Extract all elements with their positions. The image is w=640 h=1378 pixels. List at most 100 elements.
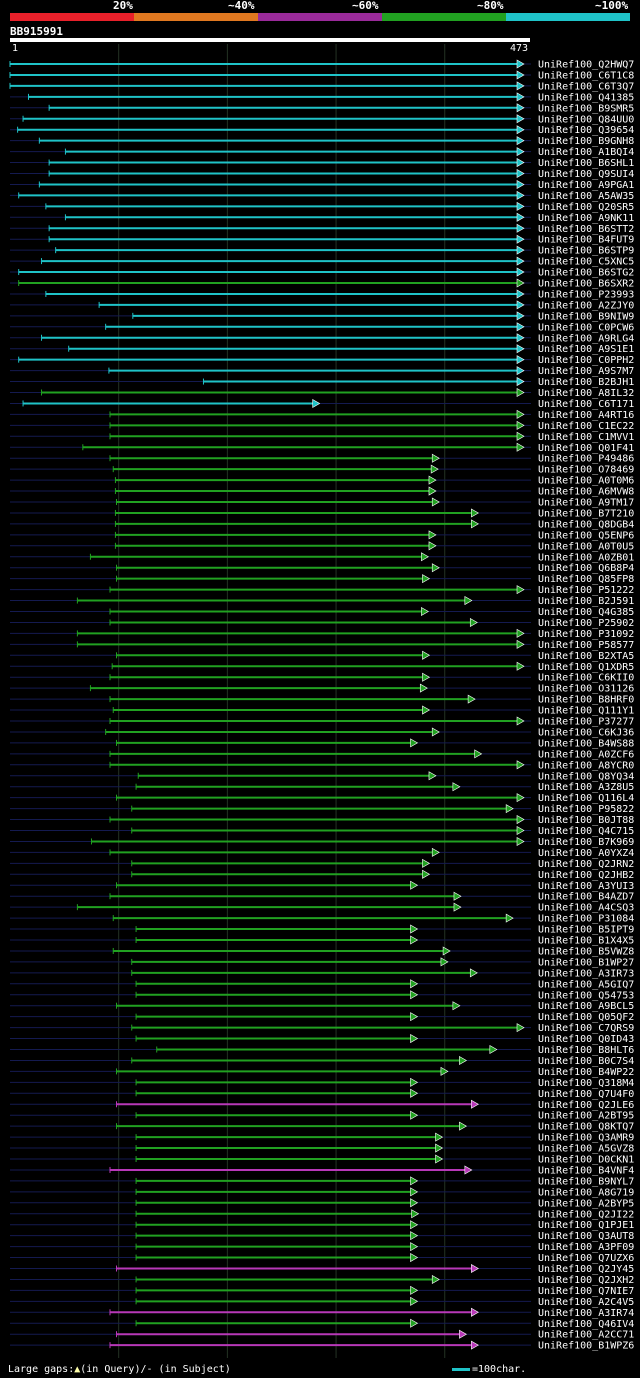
hit-row[interactable]: UniRef100_B0JT88: [10, 815, 634, 826]
hit-label[interactable]: UniRef100_A0ZCF6: [538, 749, 634, 760]
hit-label[interactable]: UniRef100_B8HLT6: [538, 1045, 634, 1056]
hit-row[interactable]: UniRef100_A5AW35: [10, 190, 634, 202]
hit-label[interactable]: UniRef100_B6STP9: [538, 246, 634, 257]
hit-label[interactable]: UniRef100_A2ZJY0: [538, 300, 634, 311]
hit-label[interactable]: UniRef100_B4AZD7: [538, 892, 634, 903]
hit-label[interactable]: UniRef100_C1MVV1: [538, 432, 634, 443]
hit-row[interactable]: UniRef100_A5GVZ8: [10, 1143, 634, 1155]
hit-row[interactable]: UniRef100_P37277: [10, 716, 634, 728]
hit-label[interactable]: UniRef100_B5IPT9: [538, 925, 634, 936]
hit-row[interactable]: UniRef100_B2XTA5: [10, 650, 634, 662]
hit-label[interactable]: UniRef100_B0JT88: [538, 815, 634, 826]
hit-row[interactable]: UniRef100_C1EC22: [10, 420, 634, 432]
hit-label[interactable]: UniRef100_A9BCL5: [538, 1001, 634, 1012]
hit-row[interactable]: UniRef100_A2BT95: [10, 1110, 634, 1122]
hit-label[interactable]: UniRef100_C1EC22: [538, 421, 634, 432]
hit-row[interactable]: UniRef100_A9PGA1: [10, 179, 634, 191]
hit-row[interactable]: UniRef100_Q0ID43: [10, 1034, 634, 1045]
hit-label[interactable]: UniRef100_Q1XDR5: [538, 662, 634, 673]
hit-label[interactable]: UniRef100_Q3AMR9: [538, 1133, 634, 1144]
hit-row[interactable]: UniRef100_A3Z8U5: [10, 782, 634, 793]
hit-row[interactable]: UniRef100_O31126: [10, 683, 634, 695]
hit-row[interactable]: UniRef100_Q6B8P4: [10, 563, 634, 574]
hit-row[interactable]: UniRef100_C6KII0: [10, 672, 634, 684]
hit-row[interactable]: UniRef100_A9S1E1: [10, 344, 634, 355]
hit-label[interactable]: UniRef100_B1X4X5: [538, 936, 634, 947]
hit-label[interactable]: UniRef100_A4RT16: [538, 410, 634, 421]
hit-label[interactable]: UniRef100_Q3AUT8: [538, 1231, 634, 1242]
hit-row[interactable]: UniRef100_Q5ENP6: [10, 530, 634, 541]
hit-label[interactable]: UniRef100_Q20SR5: [538, 202, 634, 213]
hit-label[interactable]: UniRef100_Q2JY45: [538, 1264, 634, 1275]
hit-row[interactable]: UniRef100_Q2JLE6: [10, 1099, 634, 1111]
hit-row[interactable]: UniRef100_B7T210: [10, 508, 634, 519]
hit-label[interactable]: UniRef100_P51222: [538, 585, 634, 596]
hit-row[interactable]: UniRef100_Q8KTQ7: [10, 1121, 634, 1133]
hit-label[interactable]: UniRef100_Q39654: [538, 125, 634, 136]
hit-label[interactable]: UniRef100_A0T0M6: [538, 476, 634, 487]
hit-label[interactable]: UniRef100_A2CC71: [538, 1330, 634, 1341]
hit-label[interactable]: UniRef100_C0PPH2: [538, 355, 634, 366]
hit-row[interactable]: UniRef100_Q4C715: [10, 825, 634, 837]
hit-label[interactable]: UniRef100_Q05QF2: [538, 1012, 634, 1023]
hit-label[interactable]: UniRef100_C6T1C8: [538, 70, 634, 81]
hit-label[interactable]: UniRef100_Q111Y1: [538, 706, 634, 717]
hit-label[interactable]: UniRef100_B6SXR2: [538, 279, 634, 290]
hit-label[interactable]: UniRef100_B8HRF0: [538, 695, 634, 706]
hit-label[interactable]: UniRef100_B7T210: [538, 508, 634, 519]
hit-row[interactable]: UniRef100_Q1XDR5: [10, 661, 634, 673]
hit-row[interactable]: UniRef100_A1BQI4: [10, 147, 634, 158]
hit-label[interactable]: UniRef100_C7QRS9: [538, 1023, 634, 1034]
hit-label[interactable]: UniRef100_B6SHL1: [538, 158, 634, 169]
hit-row[interactable]: UniRef100_C1MVV1: [10, 431, 634, 443]
hit-row[interactable]: UniRef100_B1X4X5: [10, 935, 634, 947]
hit-row[interactable]: UniRef100_P51222: [10, 585, 634, 596]
hit-label[interactable]: UniRef100_B9GNH8: [538, 136, 634, 147]
hit-row[interactable]: UniRef100_Q111Y1: [10, 705, 634, 717]
hit-row[interactable]: UniRef100_Q7NIE7: [10, 1285, 634, 1297]
hit-label[interactable]: UniRef100_A8IL32: [538, 388, 634, 399]
hit-row[interactable]: UniRef100_B7K969: [10, 836, 634, 848]
hit-row[interactable]: UniRef100_Q2JI22: [10, 1209, 634, 1220]
hit-label[interactable]: UniRef100_B0C7S4: [538, 1056, 634, 1067]
hit-label[interactable]: UniRef100_Q7NIE7: [538, 1286, 634, 1297]
hit-row[interactable]: UniRef100_Q20SR5: [10, 201, 634, 213]
hit-label[interactable]: UniRef100_C6KII0: [538, 673, 634, 684]
hit-label[interactable]: UniRef100_B4WS88: [538, 738, 634, 749]
hit-label[interactable]: UniRef100_P95822: [538, 804, 634, 815]
hit-label[interactable]: UniRef100_A5GVZ8: [538, 1144, 634, 1155]
hit-label[interactable]: UniRef100_B4WP22: [538, 1067, 634, 1078]
hit-label[interactable]: UniRef100_A0YXZ4: [538, 848, 634, 859]
hit-label[interactable]: UniRef100_P37277: [538, 717, 634, 728]
hit-row[interactable]: UniRef100_A8G719: [10, 1187, 634, 1198]
hit-row[interactable]: UniRef100_A4CSQ3: [10, 902, 634, 914]
hit-row[interactable]: UniRef100_Q7U4F0: [10, 1088, 634, 1100]
hit-label[interactable]: UniRef100_A3YUI3: [538, 881, 634, 892]
hit-row[interactable]: UniRef100_B9NIW9: [10, 311, 634, 322]
hit-row[interactable]: UniRef100_Q2HWQ7: [9, 59, 634, 71]
hit-label[interactable]: UniRef100_C5XNC5: [538, 257, 634, 268]
hit-label[interactable]: UniRef100_A2C4V5: [538, 1297, 634, 1308]
hit-label[interactable]: UniRef100_Q318M4: [538, 1078, 634, 1089]
hit-row[interactable]: UniRef100_B4WS88: [10, 738, 634, 749]
hit-row[interactable]: UniRef100_A2ZJY0: [10, 300, 634, 311]
hit-label[interactable]: UniRef100_Q8YQ34: [538, 771, 634, 782]
hit-row[interactable]: UniRef100_B9GNH8: [10, 136, 634, 147]
hit-row[interactable]: UniRef100_Q39654: [10, 125, 634, 136]
hit-label[interactable]: UniRef100_Q46IV4: [538, 1319, 634, 1330]
hit-row[interactable]: UniRef100_B4WP22: [10, 1066, 634, 1078]
hit-label[interactable]: UniRef100_A0T0U5: [538, 541, 634, 552]
hit-label[interactable]: UniRef100_A2BT95: [538, 1111, 634, 1122]
hit-row[interactable]: UniRef100_B4AZD7: [10, 891, 634, 903]
hit-row[interactable]: UniRef100_Q8DGB4: [10, 519, 634, 530]
hit-label[interactable]: UniRef100_Q1PJE1: [538, 1220, 634, 1231]
hit-row[interactable]: UniRef100_P23993: [10, 289, 634, 300]
hit-label[interactable]: UniRef100_B2XTA5: [538, 651, 634, 662]
hit-row[interactable]: UniRef100_C6T1C8: [9, 70, 634, 81]
hit-label[interactable]: UniRef100_B9SMR5: [538, 103, 634, 114]
hit-row[interactable]: UniRef100_B0C7S4: [10, 1055, 634, 1067]
hit-row[interactable]: UniRef100_B4VNF4: [10, 1165, 634, 1176]
hit-label[interactable]: UniRef100_B5VWZ8: [538, 946, 634, 957]
hit-label[interactable]: UniRef100_A3PF09: [538, 1242, 634, 1253]
hit-label[interactable]: UniRef100_Q7U4F0: [538, 1089, 634, 1100]
